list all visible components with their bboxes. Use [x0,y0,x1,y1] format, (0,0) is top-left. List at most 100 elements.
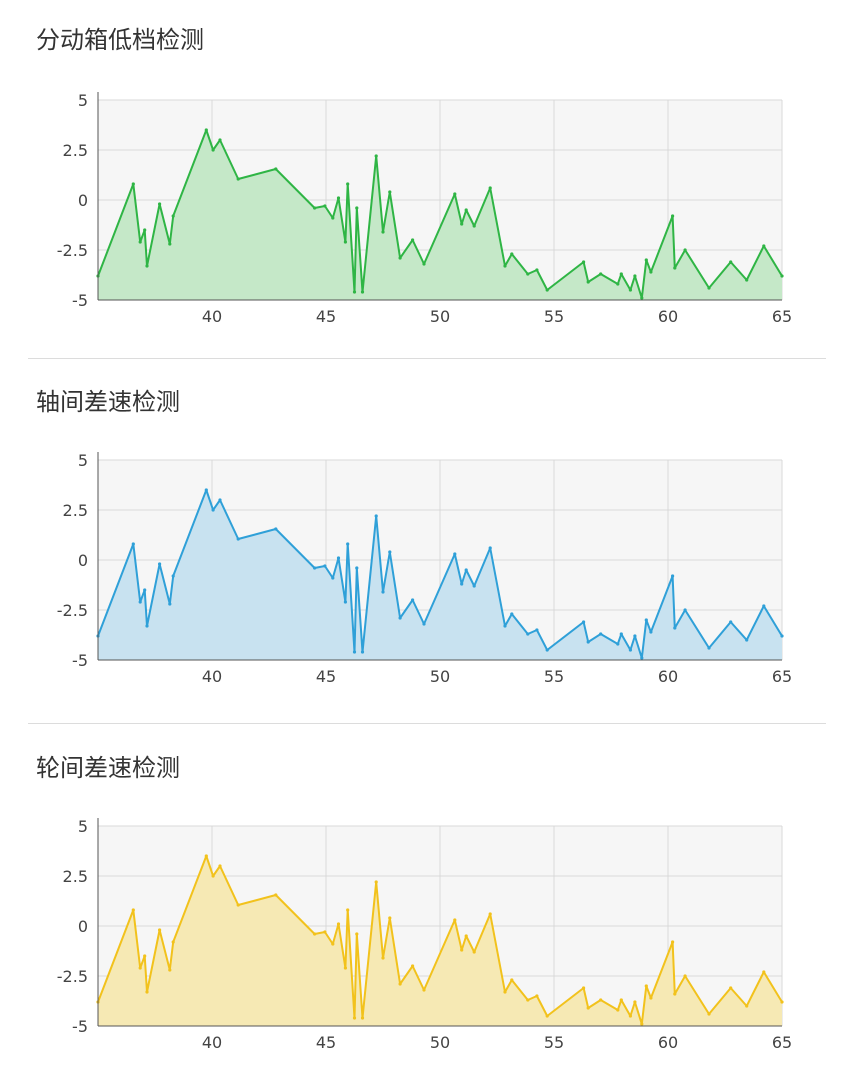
data-point [218,498,222,502]
data-point [211,148,215,152]
y-tick-label: 5 [78,817,88,836]
data-point [355,206,359,210]
data-point [352,290,357,294]
x-tick-label: 40 [202,307,222,326]
data-point [352,650,357,654]
data-point [673,266,677,270]
data-point [633,1000,637,1004]
data-point [236,177,240,181]
data-point [628,288,633,292]
data-point [619,998,623,1002]
data-point [336,196,341,200]
data-point [762,970,766,974]
x-tick-label: 50 [430,307,450,326]
data-point [236,537,240,541]
data-point [331,942,335,946]
y-tick-label: 0 [78,551,88,570]
divider [28,358,826,359]
data-point [168,242,172,246]
data-point [619,272,623,276]
data-point [640,656,644,660]
x-tick-label: 45 [316,307,336,326]
data-point [545,288,549,292]
data-point [313,932,317,936]
data-point [453,918,457,922]
data-point [313,206,317,210]
data-point [545,648,549,652]
data-point [158,202,162,206]
data-point [343,240,347,244]
data-point [145,264,149,268]
x-tick-label: 55 [544,307,564,326]
data-point [510,252,514,256]
data-point [683,248,687,252]
line-area-chart: 5 2.5 0 -2.5 -5 40 45 50 55 60 65 [57,451,792,686]
data-point [644,984,648,988]
data-point [586,640,590,644]
data-point [503,624,507,628]
line-area-chart: 5 2.5 0 -2.5 -5 40 45 50 55 60 65 [57,91,792,326]
data-point [472,224,476,228]
data-point [158,928,162,932]
data-point [274,527,278,531]
data-point [336,922,341,926]
data-point [336,556,341,560]
data-point [707,286,711,290]
data-point [218,864,222,868]
data-point [422,262,426,266]
data-point [472,950,476,954]
data-point [464,934,468,938]
x-tick-label: 50 [430,1033,450,1052]
data-point [472,584,476,588]
divider [28,723,826,724]
data-point [143,954,147,958]
series-line [97,855,783,1025]
data-point [488,186,492,190]
data-point [204,488,208,492]
data-point [343,600,347,604]
data-point [346,182,350,186]
data-point [131,908,135,912]
data-point [780,634,784,638]
y-tick-label: 0 [78,191,88,210]
y-tick-label: 2.5 [63,141,88,160]
data-point [331,216,335,220]
data-point [411,964,415,968]
y-tick-label: -5 [72,1017,88,1036]
chart-title: 轮间差速检测 [36,754,180,782]
data-point [582,986,586,990]
data-point [729,260,733,264]
data-point [343,966,347,970]
panel-inter-wheel-diff: 轮间差速检测 5 2.5 0 -2.5 -5 40 45 50 55 60 65 [0,725,855,1092]
x-tick-label: 45 [316,1033,336,1052]
data-point [355,566,359,570]
data-point [171,214,175,218]
data-point [411,238,415,242]
data-point [360,1016,365,1020]
data-point [171,574,175,578]
data-point [138,600,142,604]
data-point [381,956,385,960]
data-point [535,628,539,632]
series-area [98,856,782,1026]
data-point [649,630,653,634]
data-point [360,290,365,294]
data-point [745,278,749,282]
data-point [374,880,378,884]
x-tick-label: 50 [430,667,450,686]
data-point [586,280,590,284]
data-point [158,562,162,566]
data-point [453,192,457,196]
data-point [640,296,644,300]
data-point [204,128,208,132]
x-tick-label: 40 [202,1033,222,1052]
data-point [323,204,327,208]
x-tick-label: 55 [544,667,564,686]
x-tick-label: 65 [772,667,792,686]
data-point [673,626,677,630]
data-point [586,1006,590,1010]
series-area [98,130,782,300]
data-point [381,230,385,234]
data-point [398,256,402,260]
data-point [503,264,507,268]
